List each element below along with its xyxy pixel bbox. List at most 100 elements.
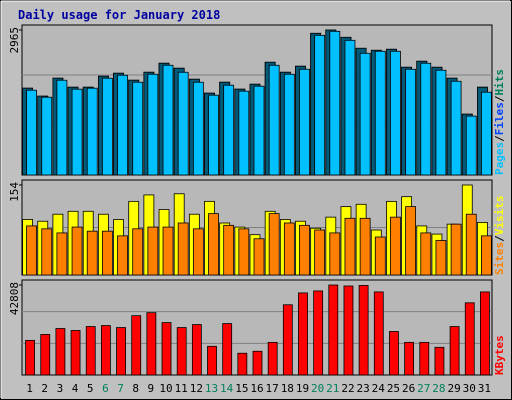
- bar: [450, 80, 462, 176]
- bar: [161, 322, 172, 376]
- bar: [252, 350, 263, 376]
- bar: [86, 87, 98, 176]
- bar: [253, 238, 265, 276]
- bar: [223, 84, 235, 176]
- bar: [283, 73, 295, 176]
- bar: [56, 232, 68, 276]
- bar: [267, 341, 278, 376]
- bar: [268, 213, 280, 276]
- bar: [131, 315, 142, 376]
- bar: [390, 216, 401, 276]
- bar: [434, 346, 445, 376]
- x-tick-label: 24: [372, 382, 386, 395]
- bar: [373, 291, 384, 376]
- x-tick-label: 25: [387, 382, 400, 395]
- bar: [283, 222, 295, 276]
- x-tick-label: 31: [478, 382, 491, 395]
- y-max-label: 2965: [8, 27, 21, 54]
- bar: [328, 284, 339, 376]
- x-tick-label: 9: [148, 382, 155, 395]
- bar: [85, 326, 96, 376]
- bar: [191, 324, 202, 376]
- bar: [282, 304, 293, 376]
- bar: [359, 52, 371, 176]
- x-tick-label: 15: [235, 382, 248, 395]
- x-tick-label: 12: [190, 382, 203, 395]
- legend: Sites/Visits: [493, 196, 506, 276]
- bar: [389, 331, 399, 376]
- bar: [464, 302, 475, 376]
- legend-separator: /: [493, 135, 506, 142]
- bar: [192, 81, 204, 176]
- bar: [101, 77, 113, 176]
- legend: KBytes: [493, 335, 506, 375]
- legend-entry: Sites: [493, 242, 506, 275]
- bar: [481, 235, 492, 276]
- bar: [374, 236, 386, 276]
- bar: [147, 226, 159, 276]
- bar: [405, 68, 417, 176]
- x-tick-label: 5: [87, 382, 94, 395]
- bar: [70, 330, 81, 376]
- x-tick-label: 11: [175, 382, 188, 395]
- legend-entry: KBytes: [493, 335, 506, 375]
- legend-entry: Files: [493, 102, 506, 135]
- bar: [268, 64, 280, 176]
- x-tick-label: 22: [341, 382, 354, 395]
- bar: [420, 232, 432, 276]
- x-tick-label: 18: [281, 382, 294, 395]
- bar: [208, 94, 219, 176]
- bar: [147, 73, 159, 176]
- x-tick-label: 3: [57, 382, 64, 395]
- x-tick-label: 2: [41, 382, 48, 395]
- bar: [71, 88, 83, 176]
- bar: [40, 334, 51, 376]
- bar: [26, 89, 37, 176]
- x-tick-label: 29: [447, 382, 460, 395]
- bar: [358, 285, 369, 376]
- x-tick-label: 17: [266, 382, 279, 395]
- bar: [435, 240, 447, 276]
- bar: [313, 290, 324, 376]
- bar: [298, 292, 308, 376]
- bar: [176, 327, 187, 376]
- x-tick-label: 16: [250, 382, 263, 395]
- x-tick-label: 23: [357, 382, 370, 395]
- bar: [208, 213, 219, 276]
- x-tick-label: 1: [26, 382, 33, 395]
- x-tick-label: 14: [220, 382, 234, 395]
- bar: [41, 228, 53, 276]
- bar: [162, 64, 174, 176]
- bar: [404, 341, 415, 376]
- chart-title: Daily usage for January 2018: [18, 8, 220, 22]
- bar: [192, 228, 204, 276]
- y-max-label: 154: [8, 182, 21, 202]
- bar: [101, 230, 113, 276]
- bar: [117, 74, 128, 176]
- bar: [465, 213, 477, 276]
- legend-entry: Visits: [493, 196, 506, 236]
- bar: [238, 228, 250, 276]
- bar: [237, 352, 248, 376]
- bar: [481, 91, 492, 176]
- bar: [132, 228, 144, 276]
- bar: [100, 325, 111, 376]
- legend-entry: Hits: [493, 69, 506, 96]
- bar: [56, 79, 68, 176]
- bar: [116, 327, 126, 376]
- bar: [390, 50, 401, 176]
- bar: [329, 30, 341, 176]
- bar: [299, 68, 310, 176]
- bar: [146, 312, 157, 376]
- bar: [480, 291, 490, 376]
- x-tick-label: 4: [72, 382, 79, 395]
- bar: [86, 230, 98, 276]
- x-tick-label: 27: [417, 382, 430, 395]
- x-tick-label: 8: [132, 382, 139, 395]
- x-tick-label: 19: [296, 382, 309, 395]
- bar: [343, 285, 354, 376]
- bar: [450, 223, 462, 276]
- legend-entry: Pages: [493, 142, 506, 175]
- bar: [299, 224, 310, 276]
- bar: [222, 323, 233, 376]
